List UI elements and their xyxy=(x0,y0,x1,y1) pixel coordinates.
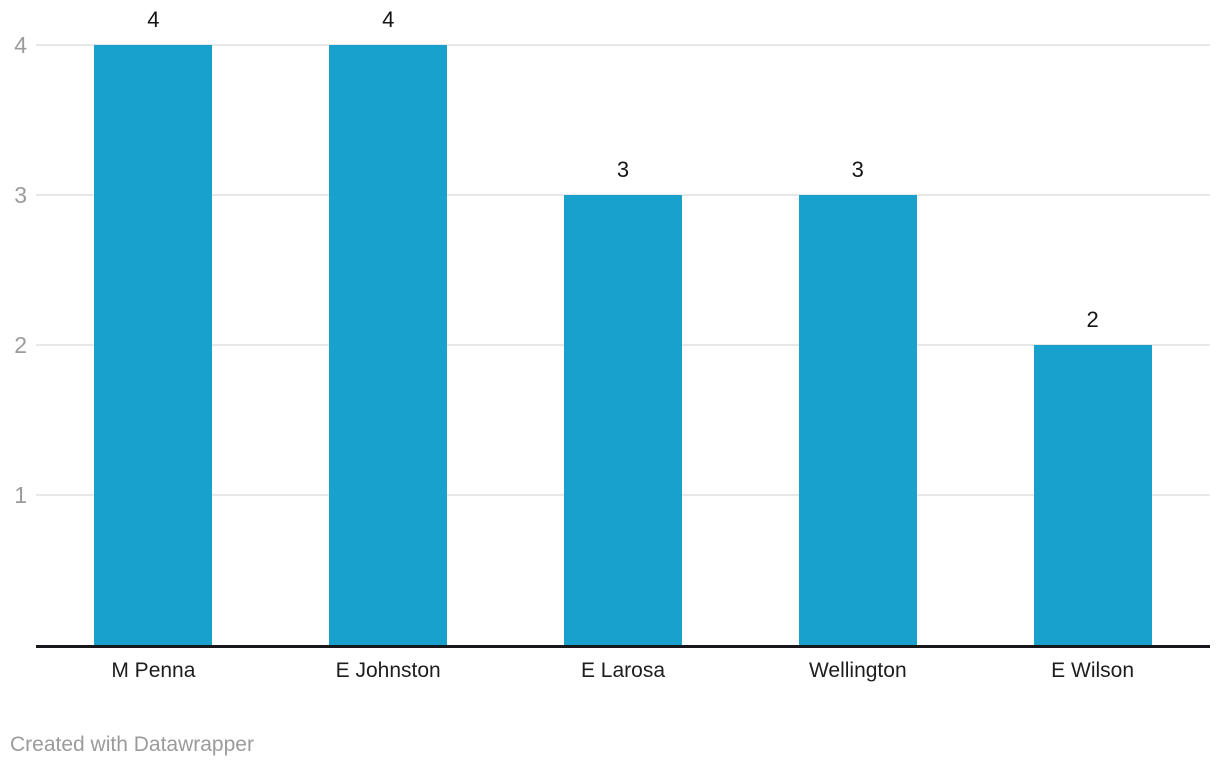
bar-value-label: 3 xyxy=(851,157,864,182)
bar-value-label: 2 xyxy=(1086,307,1099,332)
x-axis-label: E Johnston xyxy=(335,659,441,682)
bar-value-label: 4 xyxy=(147,7,160,32)
bar-m-penna xyxy=(94,45,213,645)
plot-area: 1 2 3 4 4 4 3 3 2 xyxy=(14,7,1210,648)
x-axis-label: Wellington xyxy=(808,659,907,682)
gridline-y4 xyxy=(36,44,1210,46)
y-axis-tick-label: 1 xyxy=(14,482,27,508)
bar-e-wilson xyxy=(1033,345,1152,645)
bar-e-larosa xyxy=(564,195,682,645)
x-axis-label: M Penna xyxy=(111,659,196,682)
bar-wellington xyxy=(798,195,917,645)
x-axis-label: E Larosa xyxy=(580,659,666,682)
x-axis-label: E Wilson xyxy=(1051,659,1135,682)
datawrapper-credit-link[interactable]: Created with Datawrapper xyxy=(10,733,254,756)
y-axis-tick-label: 3 xyxy=(14,182,27,208)
bar-value-label: 3 xyxy=(616,157,630,182)
y-axis-tick-label: 4 xyxy=(14,32,27,58)
x-axis-baseline xyxy=(36,645,1210,648)
bar-e-johnston xyxy=(329,45,448,645)
y-axis-tick-label: 2 xyxy=(14,332,27,358)
bar-value-label: 4 xyxy=(382,7,395,32)
